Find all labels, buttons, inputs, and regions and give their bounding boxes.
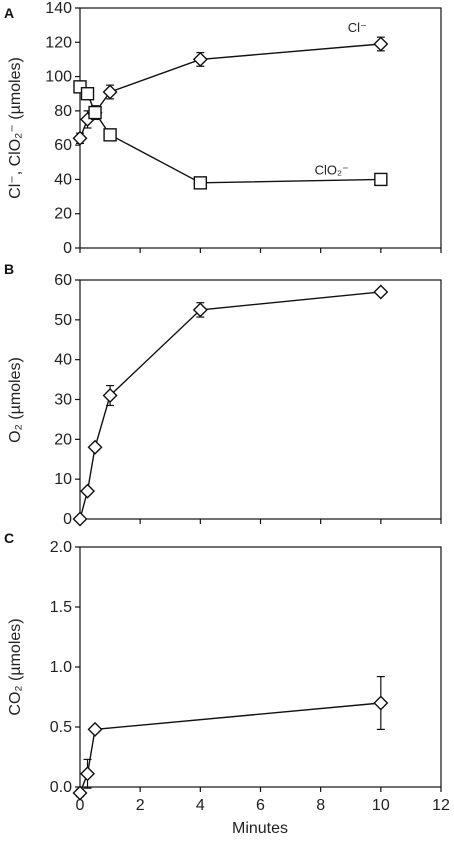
y-tick-label: 1.0	[50, 659, 72, 676]
annotation-clo2: ClO₂⁻	[315, 162, 349, 177]
x-axis-label: Minutes	[232, 820, 288, 837]
data-point-diamond	[373, 695, 389, 711]
y-ticks-c: 0.0 0.5 1.0 1.5 2.0	[50, 539, 80, 796]
data-point-diamond	[373, 36, 389, 52]
data-point-diamond	[72, 785, 88, 801]
panel-a: A Cl⁻, ClO₂⁻ (µmoles) 0 20 40 60 80 100 120 140…	[4, 0, 442, 257]
data-point-diamond	[192, 51, 208, 67]
data-point-square	[193, 176, 208, 190]
y-axis-label-b: O₂ (µmoles)	[7, 357, 24, 443]
series-line	[79, 702, 381, 794]
y-tick-label: 20	[54, 206, 72, 223]
annotation-cl: Cl⁻	[348, 20, 367, 35]
series-line	[79, 43, 381, 139]
x-tick-label: 0	[76, 797, 85, 814]
y-ticks-a: 0 20 40 60 80 100 120 140	[45, 0, 442, 257]
y-tick-label: 40	[54, 352, 72, 369]
data-point-square	[80, 87, 95, 101]
y-tick-label: 20	[54, 431, 72, 448]
y-tick-label: 140	[45, 0, 72, 17]
series-line	[79, 291, 381, 520]
data-point-diamond	[102, 388, 118, 404]
y-tick-label: 60	[54, 272, 72, 289]
x-ticks-c: 0 2 4 6 8 10 12	[76, 787, 450, 814]
y-tick-label: 0.5	[50, 719, 72, 736]
y-tick-label: 1.5	[50, 599, 72, 616]
data-point-diamond	[87, 439, 103, 455]
panel-label-c: C	[4, 530, 14, 546]
x-tick-label: 10	[372, 797, 390, 814]
y-tick-label: 80	[54, 103, 72, 120]
series-group-c	[72, 675, 389, 801]
panel-b: B O₂ (µmoles) 0 10 20 30 40 50 60	[4, 261, 442, 528]
y-tick-label: 100	[45, 69, 72, 86]
x-tick-label: 12	[432, 797, 450, 814]
data-point-diamond	[72, 511, 88, 527]
data-point-diamond	[80, 766, 96, 782]
y-tick-label: 0	[63, 511, 72, 528]
data-point-square	[103, 128, 117, 142]
plot-frame-b	[79, 279, 442, 520]
y-tick-label: 60	[54, 137, 72, 154]
data-point-diamond	[72, 130, 88, 146]
data-point-diamond	[80, 483, 96, 499]
panel-label-b: B	[4, 261, 14, 277]
y-axis-label-a: Cl⁻, ClO₂⁻ (µmoles)	[7, 57, 24, 199]
plot-frame-c	[79, 546, 442, 788]
series-group-b	[72, 284, 389, 527]
data-point-square	[88, 105, 102, 120]
data-point-diamond	[102, 84, 118, 100]
data-point-square	[374, 172, 388, 187]
y-tick-label: 30	[54, 392, 72, 409]
y-axis-label-c: CO₂ (µmoles)	[7, 618, 24, 715]
y-tick-label: 2.0	[50, 539, 72, 556]
y-tick-label: 10	[54, 471, 72, 488]
y-tick-label: 0	[63, 240, 72, 257]
data-point-diamond	[192, 302, 208, 318]
data-point-diamond	[87, 721, 103, 737]
y-tick-label: 0.0	[50, 779, 72, 796]
y-ticks-b: 0 10 20 30 40 50 60	[54, 272, 442, 528]
y-tick-label: 50	[54, 312, 72, 329]
y-tick-label: 120	[45, 34, 72, 51]
panel-c: C CO₂ (µmoles) 0.0 0.5 1.0 1.5 2.0 0 2 4 6 8 10 12…	[4, 530, 450, 837]
panel-label-a: A	[4, 5, 14, 21]
x-tick-label: 8	[316, 797, 325, 814]
x-tick-label: 4	[196, 797, 205, 814]
series-group-a	[72, 36, 389, 190]
x-tick-label: 2	[136, 797, 145, 814]
y-tick-label: 40	[54, 171, 72, 188]
x-tick-label: 6	[256, 797, 265, 814]
data-point-diamond	[373, 284, 389, 300]
